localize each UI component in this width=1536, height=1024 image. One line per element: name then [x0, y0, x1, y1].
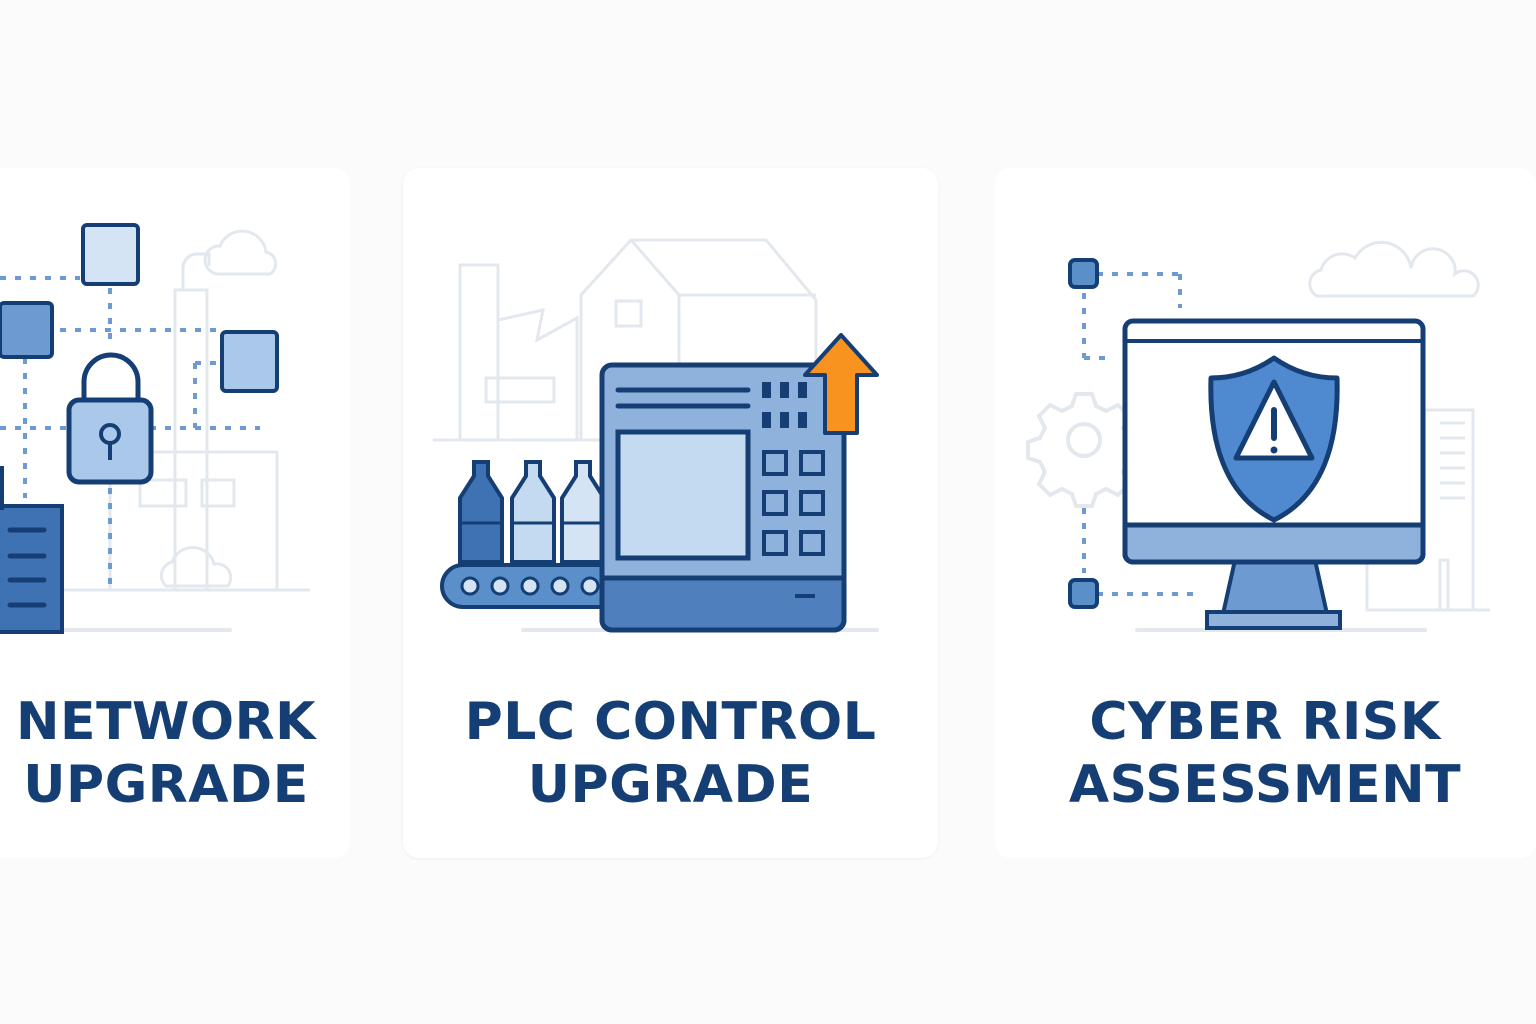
cloud-icon — [159, 545, 233, 588]
network-node-icon — [81, 223, 140, 286]
factory-icon — [458, 238, 818, 442]
network-links — [1082, 272, 1200, 596]
card-network-upgrade: NETWORK UPGRADE — [0, 168, 350, 858]
cyber-illustration — [1026, 240, 1490, 632]
network-node-icon — [1068, 578, 1099, 609]
network-node-icon — [0, 301, 54, 359]
plc-controller-icon — [599, 362, 847, 633]
title-line-1: PLC CONTROL — [464, 692, 877, 752]
title-line-1: NETWORK — [16, 692, 316, 752]
cloud-icon — [1308, 240, 1480, 298]
bottle-icon — [458, 460, 504, 564]
padlock-icon — [66, 352, 154, 485]
card-title: PLC CONTROL UPGRADE — [403, 691, 938, 817]
upgrade-arrow-icon — [803, 333, 879, 435]
title-line-2: ASSESSMENT — [1068, 755, 1462, 815]
cloud-icon — [203, 229, 278, 276]
network-illustration — [0, 223, 310, 634]
title-line-1: CYBER RISK — [1089, 692, 1441, 752]
plc-illustration — [433, 238, 879, 633]
title-line-2: UPGRADE — [23, 755, 309, 815]
card-plc-control-upgrade: PLC CONTROL UPGRADE — [403, 168, 938, 858]
network-links — [0, 276, 260, 588]
bottle-icon — [510, 460, 556, 564]
bottle-icon — [560, 460, 606, 564]
title-line-2: UPGRADE — [527, 755, 814, 815]
conveyor-belt-icon — [440, 563, 632, 609]
server-rack-icon — [0, 466, 64, 634]
shield-warning-icon — [1208, 355, 1340, 523]
card-title: CYBER RISK ASSESSMENT — [995, 691, 1535, 817]
network-node-icon — [220, 330, 279, 393]
card-title: NETWORK UPGRADE — [0, 691, 350, 817]
card-cyber-risk-assessment: CYBER RISK ASSESSMENT — [995, 168, 1536, 858]
network-node-icon — [1068, 258, 1099, 289]
